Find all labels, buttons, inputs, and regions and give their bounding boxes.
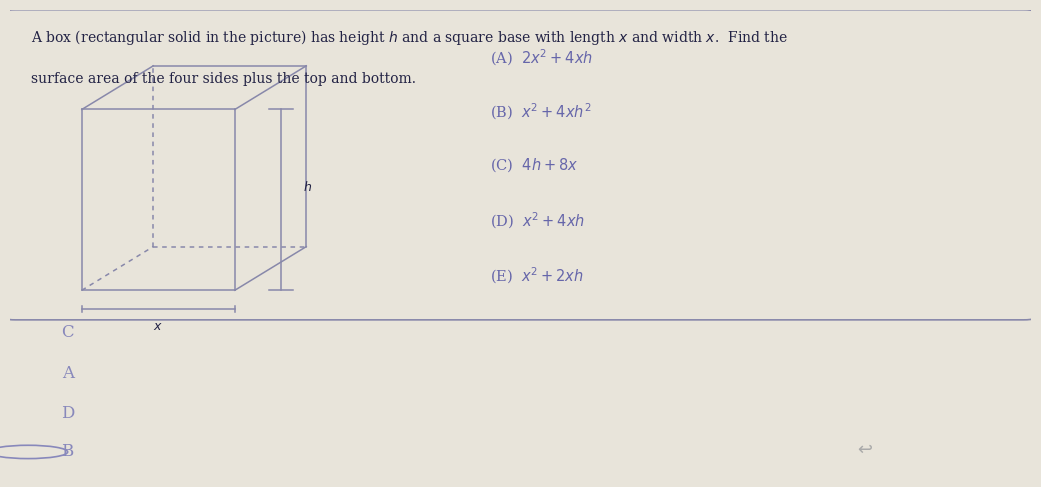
Text: A: A xyxy=(61,365,74,381)
Text: (B)  $x^2 + 4xh^2$: (B) $x^2 + 4xh^2$ xyxy=(490,102,591,122)
Text: D: D xyxy=(61,405,74,422)
FancyBboxPatch shape xyxy=(0,10,1039,320)
Text: $h$: $h$ xyxy=(303,180,312,194)
Text: surface area of the four sides plus the top and bottom.: surface area of the four sides plus the … xyxy=(31,72,415,86)
Text: (E)  $x^2 + 2xh$: (E) $x^2 + 2xh$ xyxy=(490,265,584,286)
Text: $\hookleftarrow$: $\hookleftarrow$ xyxy=(855,439,873,457)
Text: $x$: $x$ xyxy=(153,320,163,333)
Text: (C)  $4h + 8x$: (C) $4h + 8x$ xyxy=(490,156,579,174)
Text: B: B xyxy=(61,444,74,460)
Text: A box (rectangular solid in the picture) has height $h$ and a square base with l: A box (rectangular solid in the picture)… xyxy=(31,28,788,47)
Text: (D)  $x^2 + 4xh$: (D) $x^2 + 4xh$ xyxy=(490,211,585,231)
Text: (A)  $2x^2 + 4xh$: (A) $2x^2 + 4xh$ xyxy=(490,47,593,68)
Text: C: C xyxy=(61,324,74,341)
